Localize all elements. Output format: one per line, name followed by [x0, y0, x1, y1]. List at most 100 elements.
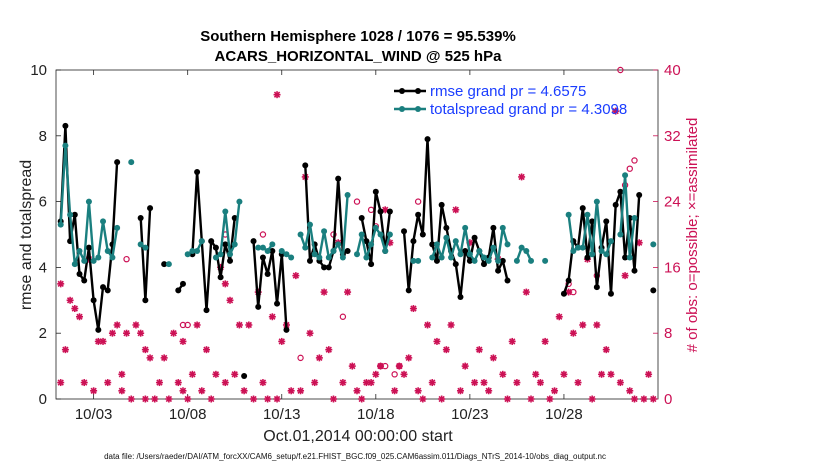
- obs-assimilated-marker: [203, 346, 210, 354]
- rmse-point: [95, 326, 102, 333]
- x-tick-label: 10/08: [169, 406, 207, 423]
- y-tick-label: 2: [39, 325, 47, 342]
- obs-assimilated-stroke: [485, 387, 492, 394]
- spread-point: [626, 254, 633, 261]
- axis-ticks: 10/03 10/08 10/13 10/18 10/23 10/280246810081…: [30, 62, 680, 423]
- obs-assimilated-stroke: [146, 354, 154, 362]
- obs-assimilated-marker: [607, 370, 615, 378]
- obs-assimilated-stroke: [551, 387, 558, 394]
- obs-assimilated-marker: [57, 280, 65, 288]
- obs-assimilated-stroke: [123, 330, 130, 337]
- rmse-point: [504, 277, 511, 284]
- spread-point: [386, 231, 393, 238]
- obs-assimilated-marker: [146, 354, 154, 362]
- obs-assimilated-stroke: [57, 280, 64, 288]
- obs-assimilated-stroke: [151, 395, 158, 403]
- obs-assimilated-stroke: [626, 387, 633, 394]
- rmse-point: [85, 244, 92, 251]
- spread-line: [619, 174, 636, 259]
- rmse-point: [335, 175, 342, 182]
- obs-assimilated-stroke: [278, 338, 285, 345]
- obs-assimilated-marker: [127, 395, 135, 403]
- rmse-point: [104, 287, 111, 294]
- obs-possible-marker: [631, 157, 638, 164]
- rmse-point: [593, 284, 600, 291]
- obs-assimilated-stroke: [269, 313, 276, 320]
- obs-assimilated-marker: [240, 387, 248, 395]
- rmse-point: [452, 261, 459, 268]
- rmse-point: [161, 261, 168, 268]
- obs-assimilated-marker: [66, 296, 74, 304]
- spread-point: [565, 211, 572, 218]
- obs-assimilated-stroke: [452, 206, 459, 213]
- obs-assimilated-stroke: [490, 354, 497, 362]
- obs-assimilated-marker: [174, 379, 182, 387]
- spread-point: [137, 241, 144, 248]
- rmse-point: [264, 270, 271, 277]
- obs-possible-marker: [339, 313, 347, 320]
- spread-point: [377, 231, 384, 238]
- obs-assimilated-stroke: [156, 379, 163, 386]
- obs-assimilated-stroke: [612, 107, 619, 115]
- obs-assimilated-stroke: [311, 379, 318, 386]
- obs-assimilated-stroke: [66, 297, 74, 304]
- obs-assimilated-stroke: [607, 371, 615, 378]
- spread-point: [504, 241, 511, 248]
- obs-assimilated-stroke: [462, 362, 469, 370]
- rmse-point: [480, 261, 487, 268]
- spread-point: [622, 172, 629, 179]
- rmse-point: [321, 264, 328, 271]
- rmse-point: [565, 277, 572, 284]
- obs-assimilated-marker: [155, 379, 163, 387]
- obs-assimilated-marker: [212, 370, 220, 378]
- y-tick-label: 6: [39, 194, 47, 211]
- obs-assimilated-marker: [320, 288, 328, 296]
- obs-assimilated-stroke: [179, 338, 187, 345]
- rmse-point: [443, 224, 450, 231]
- obs-assimilated-marker: [137, 329, 145, 337]
- obs-assimilated-stroke: [62, 346, 69, 353]
- rmse-point: [579, 205, 586, 212]
- legend: rmse grand pr = 4.6575 totalspread grand…: [394, 83, 627, 118]
- legend-spread-marker: [399, 106, 405, 112]
- spread-point: [321, 228, 328, 235]
- obs-assimilated-stroke: [593, 321, 601, 329]
- obs-assimilated-stroke: [471, 379, 478, 386]
- legend-spread-label: totalspread grand pr = 4.3098: [430, 101, 627, 118]
- rmse-point: [231, 215, 238, 222]
- obs-assimilated-stroke: [429, 379, 436, 386]
- spread-point: [217, 251, 224, 258]
- rmse-point: [250, 238, 257, 245]
- spread-point: [485, 257, 492, 264]
- rmse-point: [241, 372, 248, 379]
- obs-assimilated-marker: [61, 346, 69, 354]
- footnote: data file: /Users/raeder/DAI/ATM_forcXX/…: [104, 452, 606, 461]
- obs-assimilated-stroke: [137, 330, 144, 337]
- obs-assimilated-stroke: [480, 379, 488, 386]
- spread-point: [335, 241, 342, 248]
- spread-point: [452, 238, 459, 245]
- obs-assimilated-stroke: [76, 313, 83, 320]
- obs-assimilated-marker: [433, 337, 441, 345]
- rmse-point: [401, 228, 408, 235]
- obs-assimilated-stroke: [95, 338, 102, 345]
- obs-possible-marker: [391, 371, 398, 378]
- obs-assimilated-marker: [99, 337, 107, 345]
- obs-assimilated-stroke: [57, 379, 64, 386]
- spread-point: [306, 221, 313, 228]
- obs-assimilated-marker: [574, 379, 582, 387]
- spread-point: [499, 224, 506, 231]
- obs-assimilated-stroke: [90, 387, 97, 394]
- rmse-point: [424, 136, 431, 143]
- y2-tick-label: 32: [664, 128, 681, 145]
- obs-assimilated-marker: [527, 395, 535, 403]
- obs-assimilated-stroke: [636, 239, 643, 246]
- obs-assimilated-stroke: [541, 338, 549, 345]
- spread-point: [288, 254, 295, 261]
- spread-point: [589, 251, 596, 258]
- rmse-point: [433, 257, 440, 264]
- obs-assimilated-marker: [184, 395, 192, 403]
- obs-possible-marker: [617, 66, 624, 74]
- rmse-point: [142, 297, 149, 304]
- obs-assimilated-stroke: [240, 387, 248, 394]
